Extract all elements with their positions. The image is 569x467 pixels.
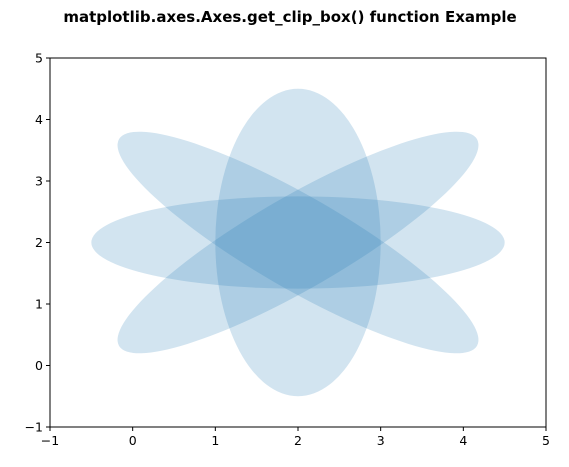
x-tick-label: 1 [211, 433, 219, 448]
y-tick-label: 1 [35, 297, 43, 312]
y-tick-label: 2 [35, 235, 43, 250]
x-tick-label: −1 [41, 433, 59, 448]
x-tick-label: 2 [294, 433, 302, 448]
y-tick-label: −1 [25, 420, 43, 435]
y-tick-label: 0 [35, 358, 43, 373]
x-tick-label: 3 [377, 433, 385, 448]
x-tick-label: 5 [542, 433, 550, 448]
y-tick-label: 4 [35, 112, 43, 127]
x-tick-label: 0 [129, 433, 137, 448]
chart-title: matplotlib.axes.Axes.get_clip_box() func… [63, 8, 516, 26]
y-axis: −1 0 1 2 3 4 5 [25, 51, 50, 435]
x-axis: −1 0 1 2 3 4 5 [41, 427, 550, 448]
ellipse-patch-3 [215, 89, 380, 397]
x-tick-label: 4 [459, 433, 467, 448]
ellipse-patches [91, 89, 504, 397]
y-tick-label: 3 [35, 174, 43, 189]
y-tick-label: 5 [35, 51, 43, 66]
